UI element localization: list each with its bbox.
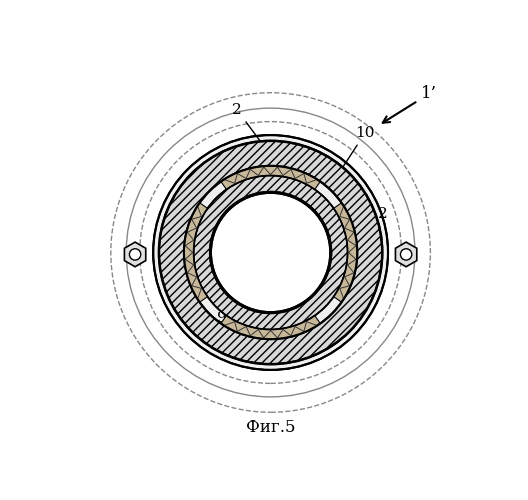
Polygon shape [125,242,146,266]
Text: 2: 2 [355,207,388,250]
Polygon shape [395,242,417,266]
Text: 10: 10 [342,126,375,170]
Text: Фиг.5: Фиг.5 [246,419,295,436]
Wedge shape [159,141,382,364]
Text: 1’: 1’ [383,86,437,122]
Wedge shape [184,203,208,302]
Wedge shape [334,203,357,302]
Text: 9: 9 [216,290,242,325]
Circle shape [153,135,388,370]
Circle shape [129,249,141,260]
Wedge shape [221,166,320,190]
Wedge shape [194,176,347,330]
Circle shape [211,193,331,312]
Text: 2: 2 [232,103,261,142]
Circle shape [400,249,412,260]
Wedge shape [221,316,320,339]
